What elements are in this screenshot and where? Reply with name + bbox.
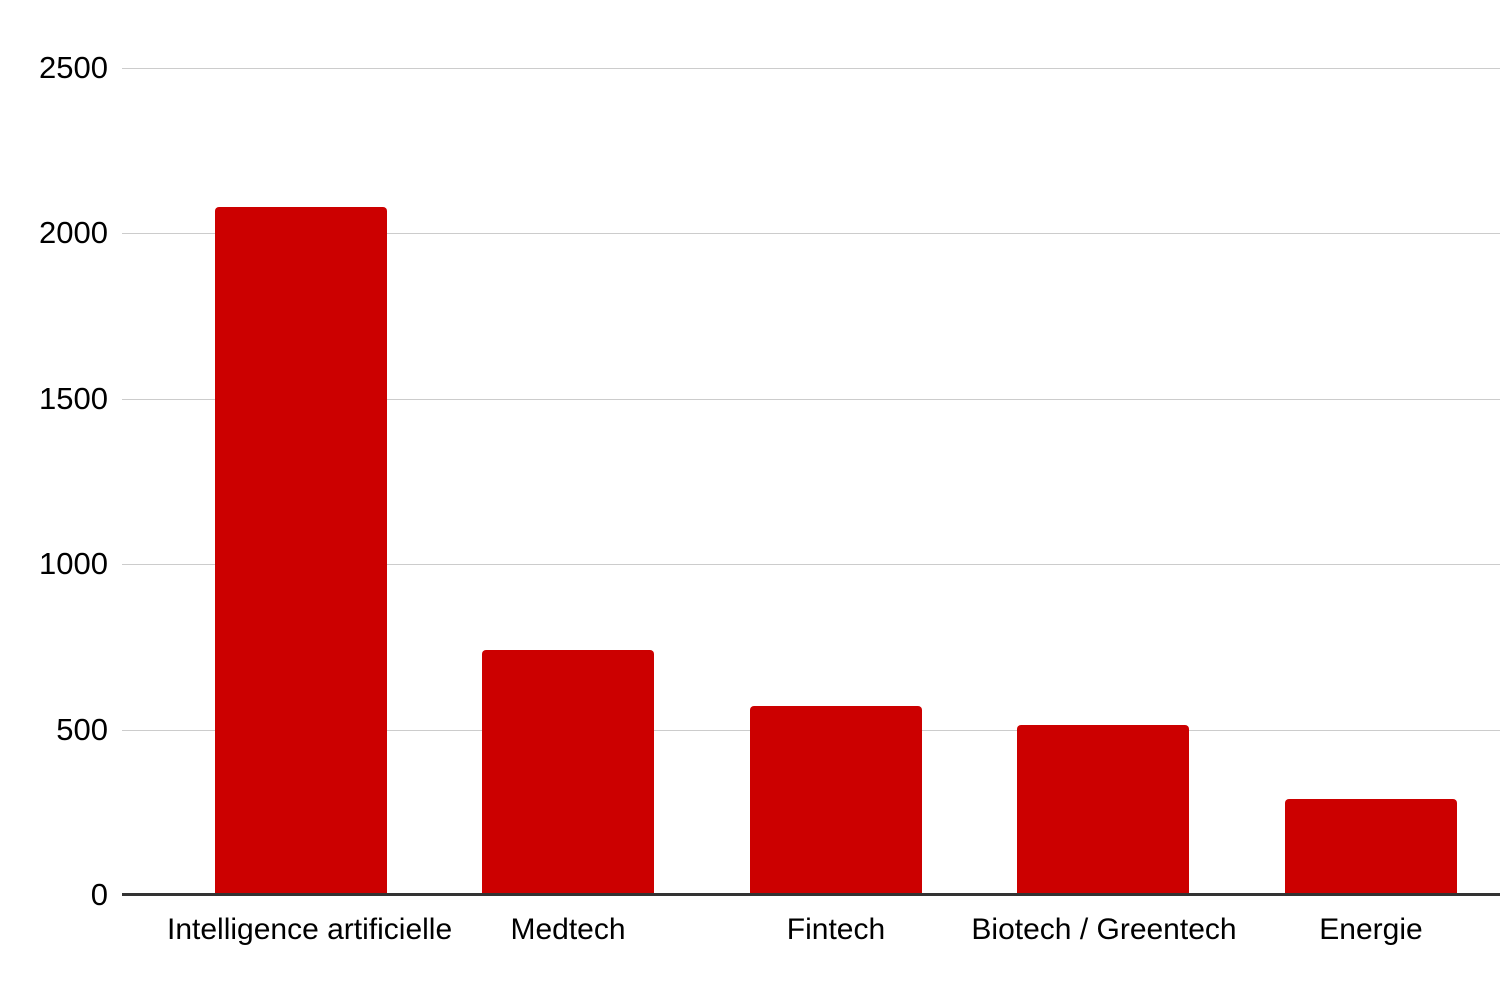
y-axis-tick-label: 2500: [39, 50, 108, 85]
gridline: [122, 399, 1500, 400]
y-axis-tick-label: 500: [56, 712, 108, 747]
y-axis-tick-label: 1500: [39, 381, 108, 416]
x-axis-category-label: Energie: [1319, 913, 1423, 946]
bar: [750, 706, 922, 895]
x-axis-category-label: Fintech: [786, 913, 886, 946]
y-axis-tick-label: 2000: [39, 215, 108, 250]
y-axis-tick-label: 0: [90, 877, 108, 912]
gridline: [122, 564, 1500, 565]
bar: [215, 207, 387, 895]
bar: [482, 650, 654, 895]
gridline: [122, 233, 1500, 234]
bar: [1017, 725, 1189, 895]
x-axis-category-label: Medtech: [510, 913, 626, 946]
y-axis-tick-label: 1000: [39, 546, 108, 581]
gridline: [122, 68, 1500, 69]
x-axis-baseline: [122, 893, 1500, 896]
x-axis-category-label: Intelligence artificielle: [167, 913, 453, 946]
x-axis-category-label: Biotech / Greentech: [971, 913, 1237, 946]
bar: [1285, 799, 1457, 895]
